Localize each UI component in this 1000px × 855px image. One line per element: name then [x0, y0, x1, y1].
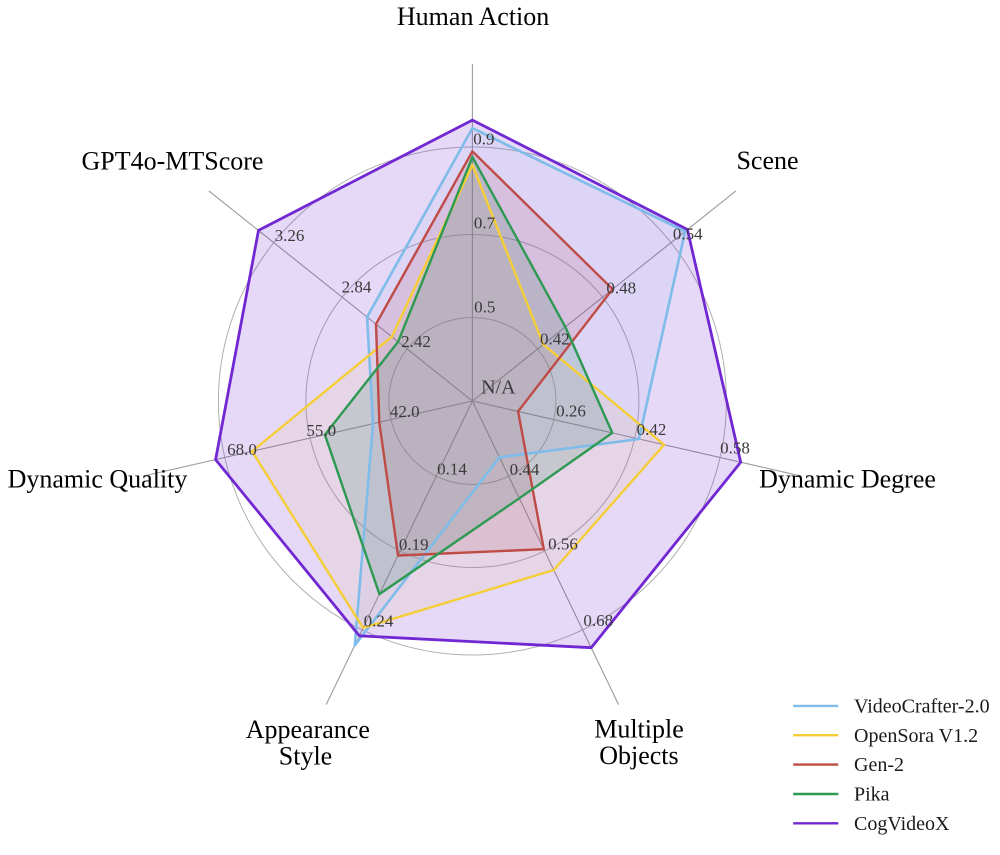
svg-text:55.0: 55.0 [306, 421, 336, 440]
svg-text:N/A: N/A [481, 376, 516, 398]
svg-text:Human Action: Human Action [397, 2, 549, 31]
svg-text:42.0: 42.0 [390, 402, 420, 421]
svg-text:0.9: 0.9 [473, 129, 494, 148]
svg-text:OpenSora V1.2: OpenSora V1.2 [854, 725, 978, 747]
svg-text:68.0: 68.0 [227, 440, 257, 459]
svg-text:0.24: 0.24 [364, 612, 394, 631]
svg-text:Dynamic Quality: Dynamic Quality [8, 465, 188, 494]
svg-text:VideoCrafter-2.0: VideoCrafter-2.0 [854, 695, 990, 717]
svg-text:Dynamic Degree: Dynamic Degree [759, 465, 936, 494]
svg-text:2.42: 2.42 [401, 332, 431, 351]
svg-text:Multiple: Multiple [594, 715, 684, 744]
svg-text:0.42: 0.42 [637, 420, 667, 439]
svg-text:0.54: 0.54 [673, 225, 703, 244]
svg-text:0.26: 0.26 [556, 402, 586, 421]
svg-text:Scene: Scene [736, 146, 798, 175]
svg-text:Style: Style [279, 742, 332, 771]
svg-text:0.5: 0.5 [474, 298, 495, 317]
svg-text:0.48: 0.48 [606, 278, 636, 297]
svg-text:2.84: 2.84 [342, 278, 372, 297]
svg-text:0.58: 0.58 [720, 439, 750, 458]
svg-text:Objects: Objects [599, 741, 678, 770]
svg-text:0.14: 0.14 [437, 460, 467, 479]
svg-text:0.19: 0.19 [399, 535, 429, 554]
svg-text:0.56: 0.56 [548, 535, 578, 554]
svg-text:Pika: Pika [854, 784, 890, 806]
svg-text:3.26: 3.26 [275, 226, 305, 245]
svg-text:0.42: 0.42 [540, 329, 570, 348]
svg-text:0.44: 0.44 [510, 460, 540, 479]
svg-text:Gen-2: Gen-2 [854, 754, 904, 776]
svg-text:0.7: 0.7 [474, 214, 496, 233]
svg-text:CogVideoX: CogVideoX [854, 813, 950, 835]
svg-text:GPT4o-MTScore: GPT4o-MTScore [82, 147, 264, 176]
svg-text:Appearance: Appearance [246, 715, 370, 744]
svg-text:0.68: 0.68 [583, 611, 613, 630]
